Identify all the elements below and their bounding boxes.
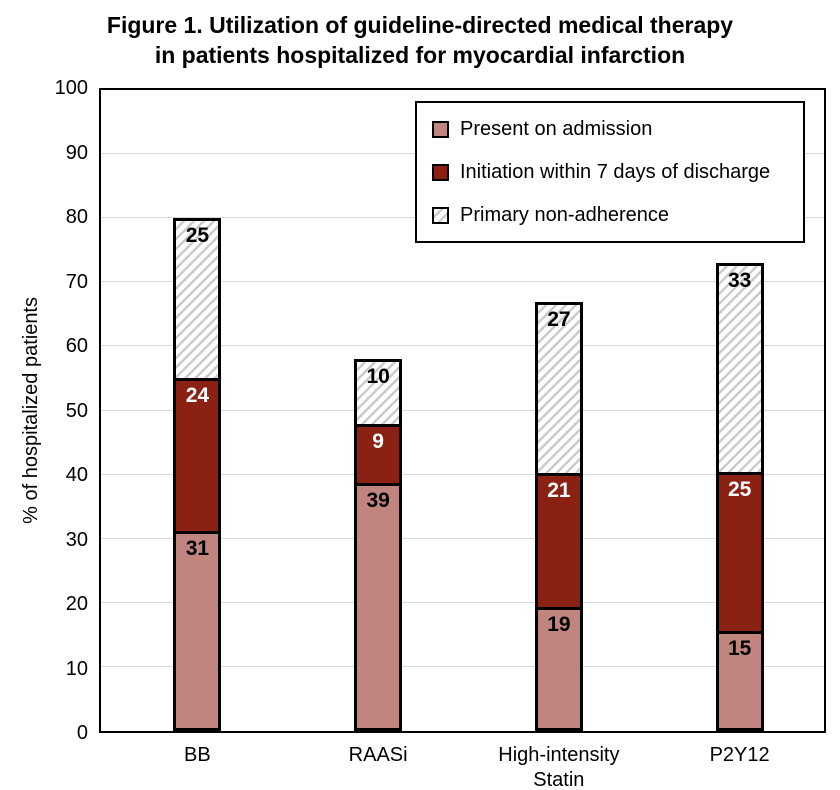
bar-segment: 25	[176, 221, 219, 381]
bar-raasi: 10 9 39	[354, 359, 403, 731]
x-label-bb: BB	[184, 744, 211, 766]
bar-segment: 21	[537, 475, 580, 610]
gridline-50	[101, 409, 824, 411]
bar-segment: 31	[176, 533, 219, 728]
legend-label: Primary non-adherence	[460, 204, 669, 226]
gridline-10	[101, 665, 824, 667]
bar-segment: 33	[718, 266, 761, 476]
y-tick-label-0: 0	[76, 722, 88, 744]
y-tick-label-70: 70	[65, 270, 88, 293]
legend-item: Initiation within 7 days of discharge	[432, 160, 797, 184]
legend-swatch	[432, 120, 449, 138]
figure-title-line1: Figure 1. Utilization of guideline-direc…	[106, 12, 734, 38]
bar-segment-value: 31	[185, 536, 210, 560]
legend-item: Present on admission	[432, 117, 797, 141]
bar-segment-value: 27	[547, 307, 571, 331]
bar-segment-value: 10	[366, 365, 390, 389]
gridline-20	[101, 601, 824, 603]
y-tick-label-100: 100	[54, 77, 88, 99]
y-tick-label-30: 30	[65, 528, 88, 551]
bar-segment-value: 15	[727, 637, 752, 661]
y-tick-label-90: 90	[65, 141, 88, 164]
bar-segment: 25	[718, 475, 761, 635]
legend-label: Present on admission	[460, 118, 653, 140]
bar-segment: 9	[357, 427, 400, 487]
legend: Present on admission Initiation within 7 …	[415, 101, 805, 243]
bar-segment: 15	[718, 634, 761, 729]
bar-segment-value: 19	[547, 612, 571, 636]
figure-title: Figure 1. Utilization of guideline-direc…	[0, 10, 840, 70]
bar-segment-value: 25	[727, 478, 752, 502]
bar-segment: 10	[357, 362, 400, 428]
y-tick-label-60: 60	[65, 335, 88, 357]
bar-segment: 39	[357, 486, 400, 728]
bar-segment-value: 21	[547, 478, 571, 502]
x-axis-category-labels: BB RAASi High-intensity Statin P2Y12	[99, 743, 826, 790]
bar-segment-value: 9	[372, 430, 384, 454]
legend-label: Initiation within 7 days of discharge	[460, 161, 771, 183]
bar-segment-value: 25	[185, 224, 210, 248]
gridline-60	[101, 345, 824, 347]
y-tick-label-40: 40	[65, 464, 88, 486]
x-label-p2y12: P2Y12	[709, 744, 770, 766]
bar-segment: 19	[537, 609, 580, 728]
gridline-40	[101, 473, 824, 475]
bar-segment-value: 33	[727, 269, 752, 293]
bar-segment-value: 39	[366, 489, 390, 513]
gridline-30	[101, 537, 824, 539]
y-tick-label-50: 50	[65, 399, 88, 422]
y-tick-label-10: 10	[65, 657, 88, 680]
figure-title-line2: in patients hospitalized for myocardial …	[154, 42, 686, 68]
x-label-raasi: RAASi	[348, 744, 408, 766]
bar-segment-value: 24	[185, 383, 210, 407]
bar-segment: 24	[176, 380, 219, 534]
y-axis-tick-labels: 0 10 20 30 40 50 60 70 80 90 100	[0, 77, 88, 744]
bar-p2y12: 33 25 15	[715, 263, 764, 731]
plot-area: Present on admission Initiation within 7 …	[99, 88, 826, 733]
y-tick-label-80: 80	[65, 206, 88, 228]
legend-swatch	[432, 163, 449, 181]
legend-swatch	[432, 206, 449, 224]
gridline-70	[101, 281, 824, 283]
legend-item: Primary non-adherence	[432, 203, 797, 227]
bar-high-intensity: 27 21 19	[534, 301, 583, 731]
bar-segment: 27	[537, 304, 580, 476]
bar-bb: 25 24 31	[173, 218, 222, 731]
y-tick-label-20: 20	[65, 593, 88, 615]
x-label-high-intensity: High-intensity Statin	[498, 744, 620, 790]
